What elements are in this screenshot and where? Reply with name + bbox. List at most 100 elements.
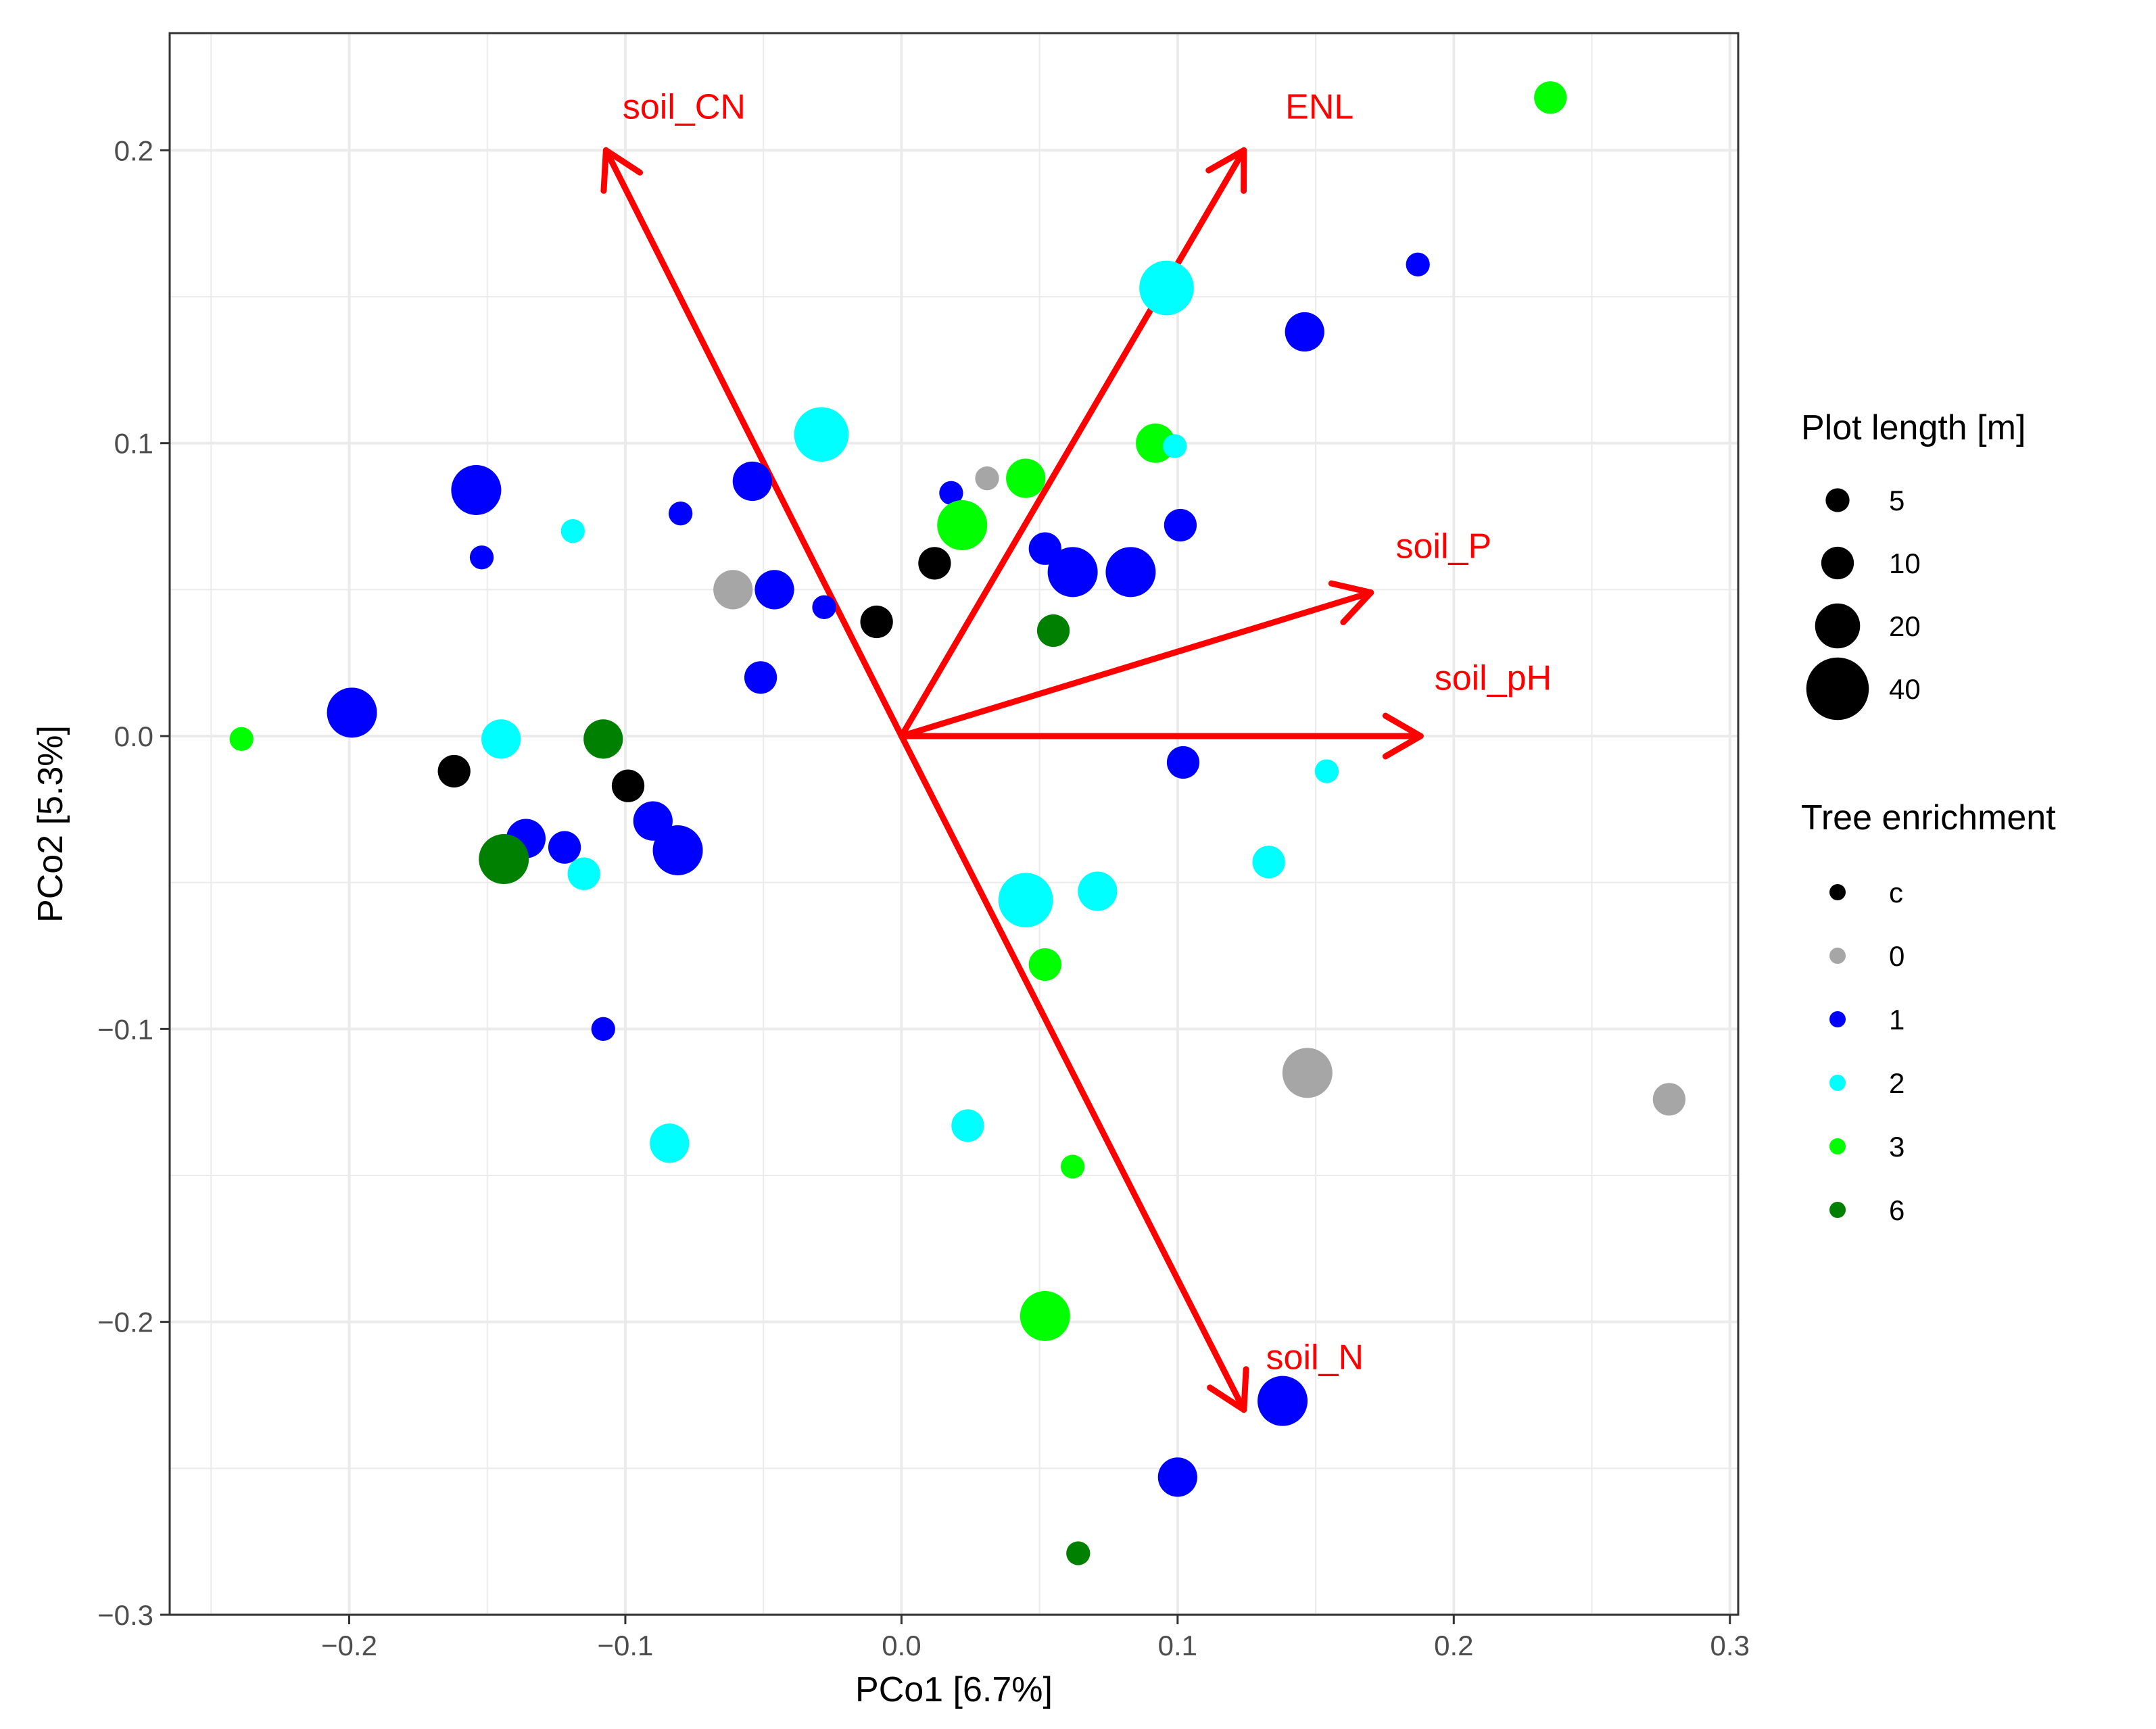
data-point xyxy=(652,825,703,875)
data-point xyxy=(451,465,502,515)
y-tick-label: −0.3 xyxy=(97,1599,153,1631)
panel-border xyxy=(168,32,1740,1616)
size-legend-label: 20 xyxy=(1889,610,1921,642)
data-point xyxy=(437,754,471,788)
data-point xyxy=(1257,1375,1308,1426)
data-point xyxy=(469,545,494,570)
size-legend-label: 10 xyxy=(1889,547,1921,579)
vector-arrow xyxy=(602,147,905,739)
data-point xyxy=(1157,1457,1197,1497)
data-point xyxy=(951,1109,984,1142)
vector-arrow xyxy=(898,733,1247,1413)
size-legend-label: 5 xyxy=(1889,485,1905,516)
data-point xyxy=(1534,81,1567,114)
vector-label: ENL xyxy=(1285,87,1354,126)
data-point xyxy=(860,605,893,639)
color-legend-label: 1 xyxy=(1889,1004,1905,1036)
data-point xyxy=(479,834,529,884)
size-legend-label: 40 xyxy=(1889,673,1921,705)
data-point xyxy=(744,661,777,694)
data-point xyxy=(1036,614,1070,648)
plot-panel xyxy=(170,33,1738,1615)
vector-label: soil_P xyxy=(1396,527,1492,566)
color-legend-key xyxy=(1829,1011,1846,1027)
data-point xyxy=(650,1123,690,1163)
data-point xyxy=(1139,260,1194,316)
data-point xyxy=(939,481,963,505)
vector-label: soil_pH xyxy=(1435,658,1552,698)
vector-arrow xyxy=(898,589,1374,739)
data-point xyxy=(1066,1541,1091,1565)
color-legend-key xyxy=(1829,1075,1846,1091)
vector-arrowhead xyxy=(600,147,644,194)
vector-arrowhead xyxy=(1207,1366,1249,1413)
data-point xyxy=(1252,846,1285,879)
x-tick-label: 0.3 xyxy=(1710,1630,1750,1661)
data-point xyxy=(1020,1291,1070,1341)
data-point xyxy=(1652,1083,1686,1116)
size-legend-key xyxy=(1806,657,1869,721)
y-tick-label: −0.2 xyxy=(97,1307,153,1338)
data-point xyxy=(1282,1048,1333,1098)
data-point xyxy=(548,831,581,864)
y-axis: −0.3 −0.2 −0.1 0.0 0.1 0.2 xyxy=(97,135,170,1631)
minor-grid xyxy=(170,33,1738,1615)
size-legend-key xyxy=(1821,546,1854,580)
data-point xyxy=(1028,948,1061,981)
data-point xyxy=(560,519,585,543)
color-legend-key xyxy=(1829,1202,1846,1218)
data-point xyxy=(1166,746,1200,779)
size-legend-key xyxy=(1815,603,1861,649)
x-tick-label: 0.0 xyxy=(882,1630,921,1661)
data-point xyxy=(1078,871,1118,911)
size-legend: Plot length [m] 5 10 20 40 xyxy=(1801,408,2026,721)
vector-arrowhead xyxy=(1328,580,1374,626)
color-legend-key xyxy=(1829,884,1846,900)
data-point xyxy=(583,719,623,759)
vector-label: soil_N xyxy=(1266,1338,1364,1378)
data-point xyxy=(794,407,849,462)
x-tick-label: −0.1 xyxy=(597,1630,653,1661)
data-point xyxy=(975,466,999,491)
color-legend-label: 3 xyxy=(1889,1131,1905,1163)
color-legend: Tree enrichment c 0 1 2 3 6 xyxy=(1801,798,2056,1226)
y-axis-label: PCo2 [5.3%] xyxy=(31,725,70,923)
color-legend-title: Tree enrichment xyxy=(1801,798,2056,837)
vector-arrowhead xyxy=(1205,147,1247,194)
data-point xyxy=(611,769,645,802)
x-axis-label: PCo1 [6.7%] xyxy=(855,1670,1053,1709)
color-legend-label: c xyxy=(1889,877,1903,908)
color-legend-label: 0 xyxy=(1889,940,1905,972)
size-legend-title: Plot length [m] xyxy=(1801,408,2026,447)
point-layer xyxy=(229,81,1686,1565)
vector-arrowhead xyxy=(1382,712,1424,760)
color-legend-key xyxy=(1829,1138,1846,1154)
data-point xyxy=(591,1017,615,1041)
y-tick-label: 0.0 xyxy=(114,721,153,752)
vector-arrow xyxy=(898,147,1247,739)
data-point xyxy=(229,727,254,751)
data-point xyxy=(1164,508,1197,542)
x-tick-label: −0.2 xyxy=(321,1630,377,1661)
y-tick-label: 0.2 xyxy=(114,135,153,166)
data-point xyxy=(668,502,693,526)
y-tick-label: −0.1 xyxy=(97,1013,153,1045)
data-point xyxy=(1047,547,1098,598)
data-point xyxy=(567,857,600,890)
size-legend-key xyxy=(1825,488,1850,512)
data-point xyxy=(998,873,1053,928)
x-tick-label: 0.2 xyxy=(1434,1630,1473,1661)
data-point xyxy=(1406,252,1430,276)
data-point xyxy=(754,570,794,610)
data-point xyxy=(713,570,753,610)
x-tick-label: 0.1 xyxy=(1158,1630,1197,1661)
data-point xyxy=(481,719,521,759)
data-point xyxy=(1314,759,1339,783)
data-point xyxy=(1006,458,1046,498)
color-legend-key xyxy=(1829,948,1846,964)
data-point xyxy=(327,687,377,738)
data-point xyxy=(918,547,951,580)
color-legend-label: 6 xyxy=(1889,1194,1905,1226)
data-point xyxy=(732,461,772,502)
